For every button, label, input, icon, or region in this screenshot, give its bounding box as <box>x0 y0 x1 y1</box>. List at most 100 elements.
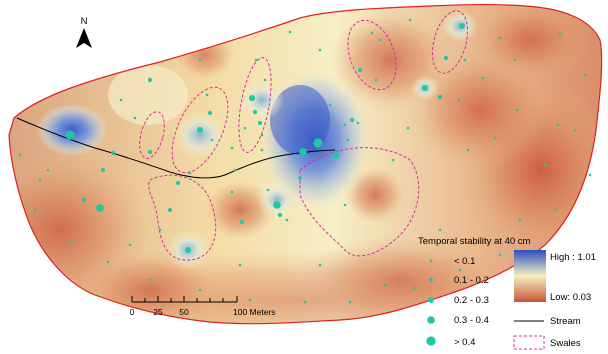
scale-label-50: 50 <box>179 307 189 317</box>
sampling-point <box>349 117 355 123</box>
sampling-point <box>233 168 237 172</box>
sampling-point <box>68 238 72 242</box>
sampling-point <box>498 36 502 40</box>
sampling-point <box>391 158 395 162</box>
north-label: N <box>81 16 88 27</box>
sampling-point <box>318 263 322 267</box>
legend-color-ramp <box>514 250 546 302</box>
legend: Temporal stability at 40 cm < 0.1 0.1 - … <box>418 236 596 350</box>
swale-2 <box>171 86 229 174</box>
scale-label-0: 0 <box>130 307 135 317</box>
sampling-point <box>254 58 258 62</box>
swale-4 <box>347 19 397 91</box>
sampling-point <box>343 203 347 207</box>
sampling-point <box>198 288 202 292</box>
sampling-point <box>553 208 557 212</box>
sampling-point <box>543 163 547 167</box>
sampling-point <box>328 103 332 107</box>
sampling-point <box>370 31 374 35</box>
sampling-point <box>185 247 191 253</box>
stream-line <box>16 117 336 179</box>
sampling-point <box>238 263 242 267</box>
swale-5 <box>431 10 469 74</box>
sampling-point <box>463 58 467 62</box>
sampling-point <box>357 67 363 73</box>
sampling-point <box>100 167 106 173</box>
sampling-point <box>147 77 153 83</box>
sampling-point <box>343 123 347 127</box>
sampling-point <box>248 298 252 302</box>
sampling-point <box>81 197 87 203</box>
sampling-point <box>318 48 322 52</box>
sampling-point <box>459 23 465 29</box>
sampling-point <box>205 93 209 97</box>
sampling-point <box>408 18 412 22</box>
sampling-point <box>558 32 562 36</box>
sampling-point <box>498 253 502 257</box>
legend-swales-symbol <box>513 335 545 350</box>
sampling-point <box>374 78 378 82</box>
sampling-point <box>422 85 428 91</box>
swale-3 <box>238 57 272 153</box>
sampling-point <box>466 148 470 152</box>
legend-swales-label: Swales <box>550 338 581 349</box>
sampling-point <box>252 109 258 115</box>
sampling-point <box>230 146 234 150</box>
sampling-point <box>210 138 214 142</box>
sampling-point <box>458 268 462 272</box>
sampling-point <box>167 207 173 213</box>
legend-low-label: Low: 0.03 <box>550 292 591 303</box>
sampling-point <box>273 201 281 209</box>
legend-class-3: 0.2 - 0.3 <box>454 295 489 306</box>
sampling-point <box>158 228 162 232</box>
scale-label-25: 25 <box>153 307 163 317</box>
sampling-point <box>413 286 417 290</box>
sampling-point <box>518 218 522 222</box>
sampling-point <box>260 148 264 152</box>
sampling-point <box>303 300 307 304</box>
sampling-point <box>277 212 283 218</box>
sampling-point <box>106 260 110 264</box>
sampling-point <box>378 38 382 42</box>
scale-label-100: 100 Meters <box>233 307 276 317</box>
sampling-point <box>110 150 116 156</box>
sampling-point <box>573 128 577 132</box>
sampling-point <box>230 190 234 194</box>
swale-1 <box>139 111 165 159</box>
sampling-point <box>481 76 485 80</box>
sampling-point <box>119 98 123 102</box>
sampling-point <box>285 218 289 222</box>
legend-title: Temporal stability at 40 cm <box>418 236 531 247</box>
sampling-point <box>583 73 587 77</box>
legend-class-2: 0.1 - 0.2 <box>454 275 489 286</box>
sampling-point <box>38 178 42 182</box>
sampling-point <box>406 126 410 130</box>
sampling-point <box>260 133 264 137</box>
sampling-point <box>263 78 267 82</box>
sampling-point <box>147 149 153 155</box>
legend-stream-label: Stream <box>550 316 581 327</box>
north-arrow: N <box>76 16 92 48</box>
sampling-point <box>65 130 75 140</box>
sampling-point <box>437 94 443 100</box>
sampling-point <box>297 175 303 181</box>
sampling-point <box>33 208 37 212</box>
sampling-point <box>128 243 132 247</box>
sampling-point <box>18 153 22 157</box>
sampling-point <box>513 58 517 62</box>
sampling-point <box>515 108 519 112</box>
sampling-points <box>18 18 592 304</box>
sampling-point <box>332 151 340 159</box>
sampling-point <box>588 173 592 177</box>
sampling-point <box>346 138 350 142</box>
sampling-point <box>249 95 255 101</box>
sampling-point <box>457 98 461 102</box>
sampling-point <box>188 171 192 175</box>
sampling-point <box>348 300 352 304</box>
sampling-point <box>239 219 245 225</box>
sampling-point <box>148 278 152 282</box>
sampling-point <box>383 283 387 287</box>
sampling-point <box>257 120 263 126</box>
sampling-point <box>443 55 449 61</box>
